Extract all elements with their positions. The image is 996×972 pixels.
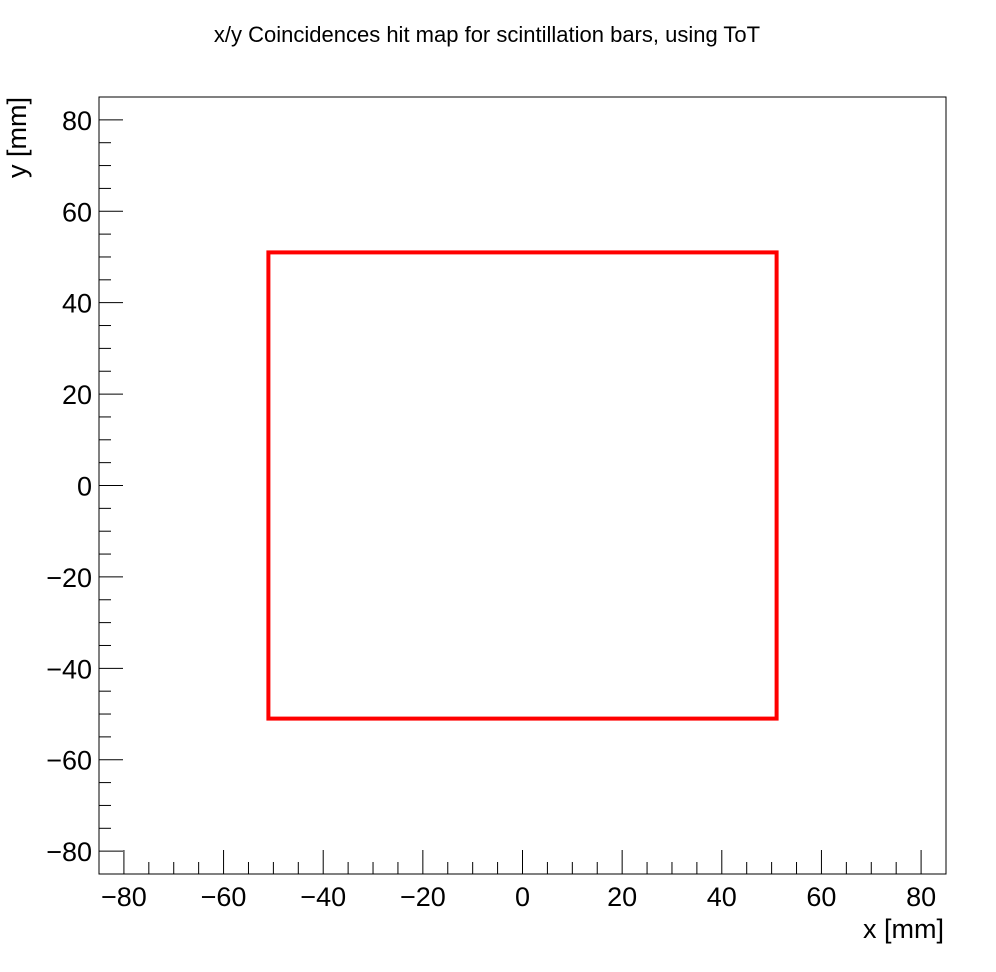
detector-box: [266, 250, 779, 721]
x-tick-label: 60: [806, 882, 836, 912]
x-tick-label: −40: [300, 882, 346, 912]
x-tick-label: 40: [707, 882, 737, 912]
x-axis: −80 −60 −40 −20 0 20 40 60 80: [98, 850, 947, 912]
y-tick-label: 60: [62, 197, 92, 227]
detector-outlines: [266, 250, 779, 721]
x-tick-label: −60: [201, 882, 247, 912]
y-tick-label: 80: [62, 106, 92, 136]
x-tick-label: −20: [400, 882, 446, 912]
y-tick-label: 20: [62, 380, 92, 410]
y-tick-label: −80: [46, 837, 92, 867]
y-axis-label: y [mm]: [2, 97, 32, 178]
y-tick-label: −60: [46, 746, 92, 776]
y-tick-label: 0: [77, 472, 92, 502]
x-tick-label: 20: [607, 882, 637, 912]
x-axis-label: x [mm]: [863, 914, 944, 944]
x-tick-label: 0: [515, 882, 530, 912]
y-tick-label: −40: [46, 654, 92, 684]
chart-title: x/y Coincidences hit map for scintillati…: [214, 22, 760, 47]
x-tick-label: 80: [906, 882, 936, 912]
plot-frame: [98, 96, 947, 875]
x-tick-label: −80: [101, 882, 147, 912]
y-axis: −80 −60 −40 −20 0 20 40 60 80: [46, 96, 123, 875]
y-tick-label: 40: [62, 289, 92, 319]
y-tick-label: −20: [46, 563, 92, 593]
